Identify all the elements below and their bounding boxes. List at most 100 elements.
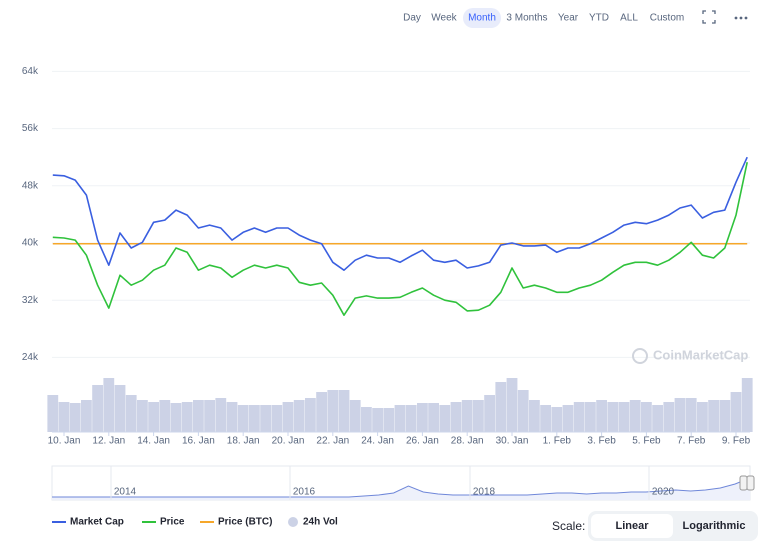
x-tick-label: 18. Jan: [227, 436, 260, 447]
volume-bar: [338, 390, 350, 432]
volume-bar: [573, 402, 585, 432]
volume-bar: [215, 398, 227, 432]
x-tick-label: 7. Feb: [677, 436, 706, 447]
volume-bar: [517, 390, 529, 432]
volume-bar: [58, 402, 70, 432]
navigator-label: 2016: [293, 487, 316, 498]
navigator-handle[interactable]: [746, 475, 755, 491]
navigator-label: 2014: [114, 487, 137, 498]
volume-bar: [383, 408, 395, 432]
volume-bar: [697, 402, 708, 432]
volume-bar: [226, 402, 238, 432]
volume-bar: [741, 378, 753, 432]
volume-bar: [137, 400, 148, 432]
volume-bar: [271, 405, 283, 432]
volume-bar: [125, 395, 137, 432]
more-icon-dot: [734, 16, 738, 20]
fullscreen-icon[interactable]: [702, 10, 716, 24]
volume-bar: [708, 400, 719, 432]
volume-bar: [193, 400, 204, 432]
volume-bar: [461, 400, 473, 432]
volume-bar: [674, 398, 686, 432]
x-tick-label: 24. Jan: [361, 436, 394, 447]
volume-bar: [473, 400, 484, 432]
volume-bar: [439, 405, 451, 432]
volume-bar: [92, 385, 103, 432]
series-line: [52, 156, 748, 271]
volume-bar: [282, 402, 294, 432]
volume-bar: [685, 398, 697, 432]
y-tick-label: 40k: [22, 238, 39, 249]
volume-bar: [372, 408, 383, 432]
volume-bar: [551, 407, 563, 432]
volume-bar: [618, 402, 630, 432]
volume-bar: [428, 403, 439, 432]
volume-bar: [47, 395, 59, 432]
scale-switch: Linear Logarithmic: [588, 511, 758, 541]
x-tick-label: 9. Feb: [722, 436, 751, 447]
volume-bar: [405, 405, 417, 432]
x-tick-label: 30. Jan: [496, 436, 529, 447]
range-button[interactable]: ALL: [620, 13, 638, 24]
navigator-line: [52, 477, 751, 498]
x-tick-label: 14. Jan: [137, 436, 170, 447]
volume-bar: [641, 402, 652, 432]
y-tick-label: 24k: [22, 352, 39, 363]
range-button[interactable]: Custom: [650, 13, 684, 24]
more-icon-dot: [744, 16, 748, 20]
navigator-label: 2020: [652, 487, 675, 498]
x-tick-label: 16. Jan: [182, 436, 215, 447]
volume-bar: [69, 403, 81, 432]
x-tick-label: 3. Feb: [587, 436, 616, 447]
range-button[interactable]: YTD: [589, 13, 609, 24]
volume-bar: [629, 400, 641, 432]
scale-option[interactable]: Logarithmic: [682, 520, 746, 532]
range-button[interactable]: Day: [403, 13, 421, 24]
y-tick-label: 32k: [22, 295, 39, 306]
volume-bar: [484, 395, 495, 432]
volume-bar: [293, 400, 305, 432]
volume-bar: [607, 402, 619, 432]
volume-bar: [159, 400, 171, 432]
volume-bar: [730, 392, 742, 432]
legend-label[interactable]: 24h Vol: [303, 517, 338, 528]
volume-bar: [529, 400, 540, 432]
volume-bar: [81, 400, 92, 432]
y-tick-label: 48k: [22, 180, 39, 191]
legend-label[interactable]: Market Cap: [70, 517, 124, 528]
x-tick-label: 5. Feb: [632, 436, 661, 447]
navigator-label: 2018: [473, 487, 496, 498]
volume-bar: [204, 400, 215, 432]
navigator-handle[interactable]: [739, 475, 748, 491]
range-button[interactable]: Year: [558, 13, 579, 24]
x-tick-label: 12. Jan: [92, 436, 125, 447]
volume-bar: [249, 405, 260, 432]
range-button[interactable]: Month: [468, 13, 496, 24]
volume-bar: [562, 405, 574, 432]
range-button[interactable]: 3 Months: [506, 13, 547, 24]
volume-bar: [148, 402, 159, 432]
volume-bar: [170, 403, 182, 432]
scale-option[interactable]: Linear: [591, 514, 673, 538]
volume-bar: [495, 382, 507, 432]
volume-bar: [450, 402, 462, 432]
volume-bar: [506, 378, 518, 432]
volume-bar: [394, 405, 406, 432]
volume-bar: [596, 400, 607, 432]
scale-label: Scale:: [552, 519, 586, 533]
x-tick-label: 28. Jan: [451, 436, 484, 447]
legend-label[interactable]: Price: [160, 517, 185, 528]
range-button[interactable]: Week: [431, 13, 457, 24]
y-tick-label: 56k: [22, 123, 39, 134]
volume-bar: [305, 398, 316, 432]
volume-bar: [663, 402, 675, 432]
volume-bar: [103, 378, 115, 432]
navigator-area: [52, 478, 750, 500]
volume-bar: [237, 405, 249, 432]
legend-label[interactable]: Price (BTC): [218, 517, 272, 528]
x-tick-label: 20. Jan: [272, 436, 305, 447]
series-line: [52, 162, 748, 316]
legend-swatch: [288, 517, 298, 527]
